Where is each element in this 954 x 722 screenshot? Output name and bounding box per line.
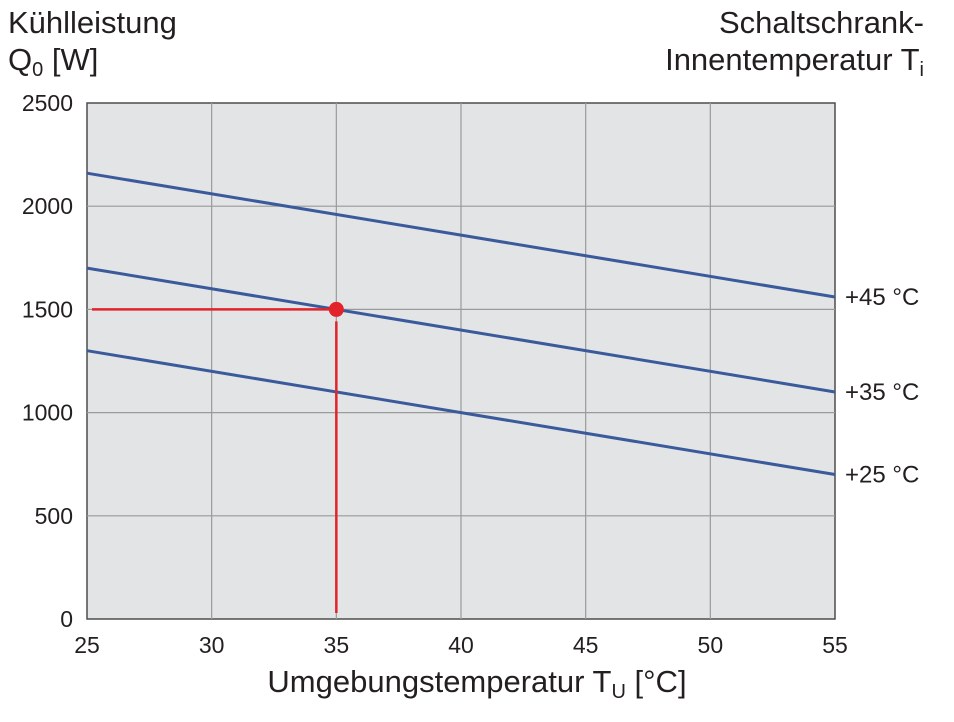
- y-tick-label: 500: [35, 503, 73, 529]
- x-tick-label: 50: [698, 632, 724, 658]
- y-tick-label: 2000: [22, 193, 73, 219]
- tick-labels: 25 30 35 40 45 50 55 0 500 1000 1500 2000 2500: [22, 90, 848, 658]
- x-axis-title-main: Umgebungstemperatur T: [267, 664, 612, 699]
- x-tick-label: 55: [822, 632, 848, 658]
- legend-title: Schaltschrank- Innentemperatur Ti: [665, 4, 924, 81]
- series-line: [86, 349, 836, 476]
- y-axis-title-unit: Q0 [W]: [8, 41, 177, 81]
- y-axis-unit: [W]: [51, 42, 99, 77]
- y-axis-title: Kühlleistung Q0 [W]: [8, 4, 177, 81]
- y-tick-label: 0: [60, 606, 73, 632]
- legend-title-subscript: i: [919, 59, 924, 81]
- series-line: [86, 266, 836, 394]
- x-tick-label: 40: [448, 632, 474, 658]
- series-lines: [86, 171, 836, 476]
- y-axis-symbol: Q: [8, 42, 33, 77]
- reading-point: [328, 301, 344, 317]
- x-tick-label: 30: [199, 632, 225, 658]
- y-tick-label: 1000: [22, 400, 73, 426]
- x-tick-label: 35: [324, 632, 350, 658]
- series-label: +25 °C: [845, 462, 919, 489]
- x-axis-unit: [°C]: [634, 664, 687, 699]
- reading-marker: [92, 301, 344, 613]
- legend-title-main: Innentemperatur T: [665, 42, 920, 77]
- y-axis-title-name: Kühlleistung: [8, 5, 177, 40]
- y-tick-label: 1500: [22, 296, 73, 322]
- x-axis-title-subscript: U: [611, 681, 626, 703]
- series-labels: +45 °C +35 °C +25 °C: [845, 284, 919, 489]
- x-tick-label: 25: [74, 632, 100, 658]
- legend-title-line1: Schaltschrank-: [718, 5, 924, 40]
- series-label: +45 °C: [845, 284, 919, 311]
- series-label: +35 °C: [845, 379, 919, 406]
- y-tick-label: 2500: [22, 90, 73, 116]
- x-axis-title: Umgebungstemperatur TU [°C]: [0, 664, 954, 703]
- series-line: [86, 171, 836, 299]
- y-axis-symbol-subscript: 0: [32, 59, 44, 81]
- legend-title-line2: Innentemperatur Ti: [665, 41, 924, 81]
- x-tick-label: 45: [573, 632, 599, 658]
